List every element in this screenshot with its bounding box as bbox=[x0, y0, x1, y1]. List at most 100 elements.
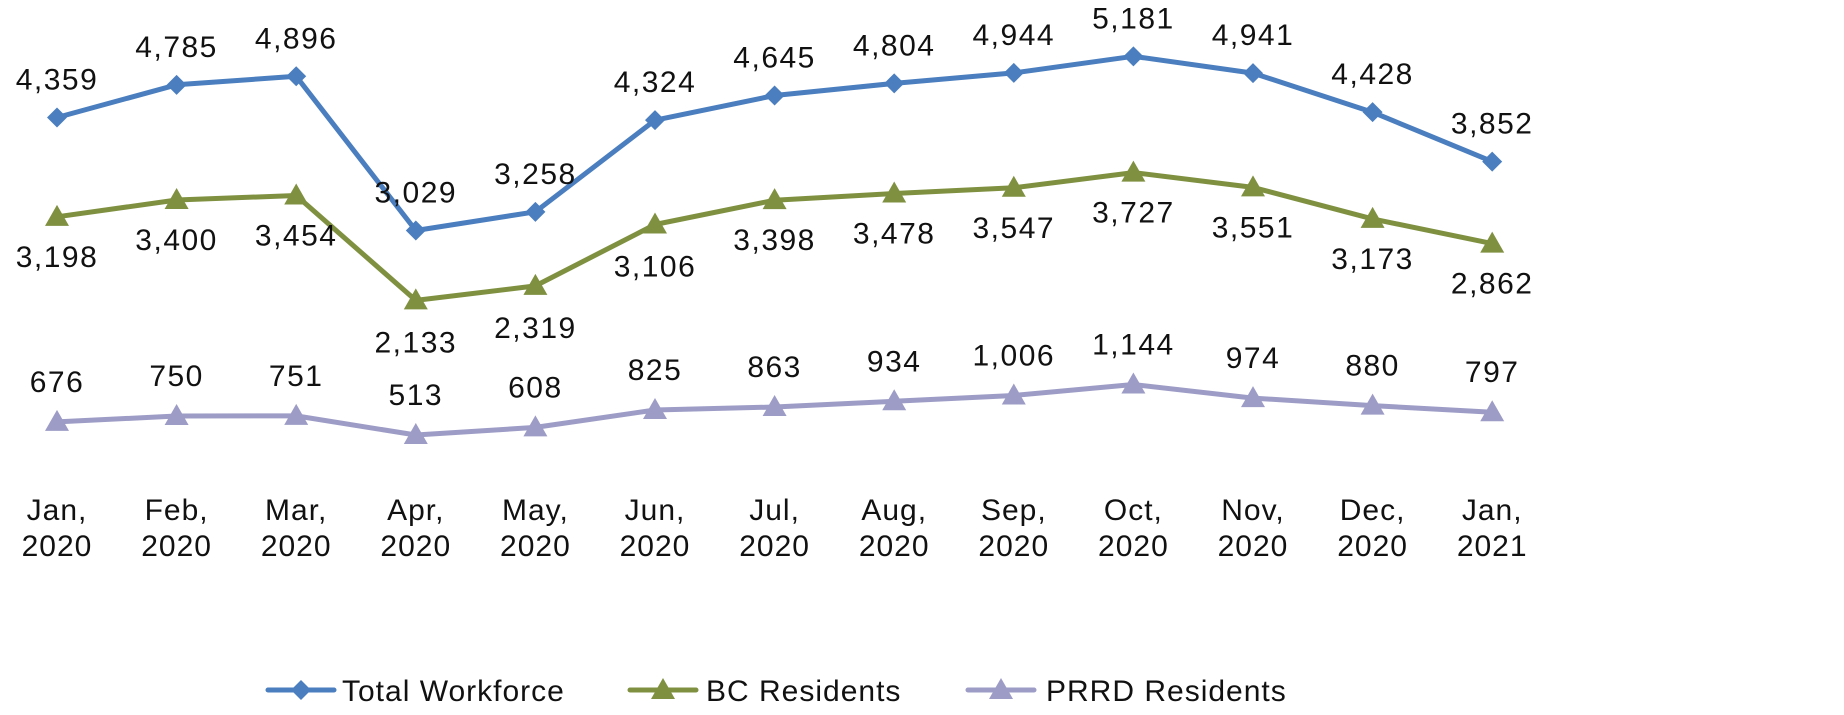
x-tick-label: Jul, 2020 bbox=[739, 494, 810, 563]
data-label-bc-residents: 3,198 bbox=[16, 241, 99, 274]
data-label-bc-residents: 3,478 bbox=[853, 218, 936, 251]
data-label-prrd-residents: 676 bbox=[30, 366, 85, 399]
data-point-prrd-residents bbox=[45, 409, 69, 431]
data-point-bc-residents bbox=[762, 188, 787, 210]
data-label-bc-residents: 2,862 bbox=[1451, 268, 1534, 301]
data-label-bc-residents: 3,398 bbox=[733, 224, 816, 257]
data-point-total-workforce bbox=[884, 73, 905, 94]
data-label-bc-residents: 3,400 bbox=[135, 224, 218, 257]
data-point-prrd-residents bbox=[403, 422, 428, 444]
data-label-bc-residents: 3,106 bbox=[614, 251, 697, 284]
data-point-total-workforce bbox=[1362, 102, 1383, 123]
x-tick-label: Apr, 2020 bbox=[380, 494, 451, 563]
data-label-total-workforce: 4,645 bbox=[733, 42, 816, 75]
data-point-bc-residents bbox=[1001, 175, 1026, 197]
data-point-prrd-residents bbox=[523, 415, 548, 437]
data-point-bc-residents bbox=[1360, 206, 1385, 228]
data-point-bc-residents bbox=[643, 212, 667, 234]
data-point-total-workforce bbox=[1003, 62, 1024, 83]
data-point-prrd-residents bbox=[882, 389, 907, 411]
data-label-prrd-residents: 513 bbox=[389, 379, 444, 412]
data-point-prrd-residents bbox=[164, 404, 189, 425]
data-label-total-workforce: 4,896 bbox=[255, 22, 338, 55]
data-label-bc-residents: 3,454 bbox=[255, 220, 338, 253]
data-point-bc-residents bbox=[403, 288, 428, 310]
legend-label-prrd-residents: PRRD Residents bbox=[1046, 675, 1287, 708]
data-point-total-workforce bbox=[645, 110, 665, 131]
x-tick-label: Dec, 2020 bbox=[1337, 494, 1408, 563]
data-labels: 4,359 4,785 4,896 3,029 3,258 4,324 4,645 4,804… bbox=[16, 2, 1534, 412]
legend-marker-bc-residents bbox=[651, 678, 675, 699]
data-point-total-workforce bbox=[405, 220, 426, 241]
data-point-prrd-residents bbox=[1121, 372, 1146, 394]
data-point-prrd-residents bbox=[1241, 386, 1265, 408]
data-point-bc-residents bbox=[45, 204, 69, 226]
data-label-total-workforce: 4,785 bbox=[135, 31, 218, 64]
x-tick-label: May, 2020 bbox=[500, 494, 571, 563]
data-point-total-workforce bbox=[525, 201, 546, 222]
data-label-bc-residents: 3,727 bbox=[1092, 197, 1175, 230]
data-label-total-workforce: 4,804 bbox=[853, 29, 936, 62]
data-label-total-workforce: 3,258 bbox=[494, 158, 577, 191]
data-label-prrd-residents: 751 bbox=[269, 360, 324, 393]
x-tick-label: Aug, 2020 bbox=[859, 494, 930, 563]
data-label-bc-residents: 2,319 bbox=[494, 312, 577, 345]
data-point-bc-residents bbox=[164, 188, 189, 209]
data-label-prrd-residents: 934 bbox=[867, 345, 922, 378]
x-tick-label: Feb, 2020 bbox=[141, 494, 212, 563]
legend-item-bc-residents: BC Residents bbox=[627, 675, 900, 708]
x-tick-label: Oct, 2020 bbox=[1098, 494, 1169, 563]
data-point-bc-residents bbox=[523, 273, 548, 295]
data-point-prrd-residents bbox=[1001, 383, 1026, 405]
legend-marker-total-workforce bbox=[291, 680, 311, 700]
data-label-total-workforce: 4,359 bbox=[16, 63, 99, 96]
x-tick-label: Jan, 2021 bbox=[1457, 494, 1528, 563]
data-label-total-workforce: 4,944 bbox=[973, 19, 1056, 52]
data-label-bc-residents: 3,547 bbox=[973, 212, 1056, 245]
data-label-prrd-residents: 825 bbox=[628, 354, 683, 387]
data-point-total-workforce bbox=[764, 85, 785, 106]
data-point-total-workforce bbox=[1123, 46, 1144, 67]
series-markers bbox=[45, 46, 1505, 444]
data-label-prrd-residents: 1,144 bbox=[1092, 328, 1175, 361]
x-tick-label: Jun, 2020 bbox=[620, 494, 691, 563]
legend-item-prrd-residents: PRRD Residents bbox=[965, 675, 1287, 708]
data-point-bc-residents bbox=[1480, 231, 1505, 253]
legend-marker-prrd-residents bbox=[989, 678, 1013, 699]
data-point-prrd-residents bbox=[643, 398, 667, 419]
x-tick-label: Sep, 2020 bbox=[978, 494, 1049, 563]
data-point-bc-residents bbox=[1121, 160, 1146, 182]
legend: Total Workforce BC Residents PRRD Resident… bbox=[265, 675, 1287, 708]
data-point-total-workforce bbox=[166, 74, 187, 95]
legend-label-total-workforce: Total Workforce bbox=[342, 675, 565, 708]
data-point-prrd-residents bbox=[1480, 400, 1505, 422]
data-point-prrd-residents bbox=[284, 403, 309, 425]
data-label-bc-residents: 3,551 bbox=[1212, 211, 1295, 244]
data-label-bc-residents: 3,173 bbox=[1331, 243, 1414, 276]
data-point-bc-residents bbox=[284, 183, 309, 205]
data-point-prrd-residents bbox=[1360, 393, 1385, 415]
data-label-prrd-residents: 608 bbox=[508, 371, 563, 404]
data-label-total-workforce: 3,029 bbox=[375, 177, 458, 210]
x-tick-label: Nov, 2020 bbox=[1218, 494, 1289, 563]
data-label-bc-residents: 2,133 bbox=[375, 326, 458, 359]
data-label-prrd-residents: 974 bbox=[1226, 342, 1281, 375]
data-point-prrd-residents bbox=[762, 394, 787, 416]
data-point-total-workforce bbox=[286, 66, 307, 87]
data-label-prrd-residents: 750 bbox=[149, 360, 204, 393]
data-label-prrd-residents: 1,006 bbox=[973, 340, 1056, 373]
data-label-prrd-residents: 863 bbox=[747, 351, 802, 384]
data-label-total-workforce: 4,324 bbox=[614, 66, 697, 99]
data-label-prrd-residents: 797 bbox=[1465, 356, 1520, 389]
data-label-total-workforce: 3,852 bbox=[1451, 108, 1534, 141]
data-point-total-workforce bbox=[47, 107, 67, 128]
x-tick-label: Jan, 2020 bbox=[22, 494, 93, 563]
legend-item-total-workforce: Total Workforce bbox=[265, 675, 565, 708]
data-label-total-workforce: 5,181 bbox=[1092, 2, 1175, 35]
data-label-total-workforce: 4,941 bbox=[1212, 19, 1295, 52]
x-tick-label: Mar, 2020 bbox=[261, 494, 332, 563]
data-point-total-workforce bbox=[1482, 151, 1503, 172]
data-label-prrd-residents: 880 bbox=[1345, 350, 1400, 383]
